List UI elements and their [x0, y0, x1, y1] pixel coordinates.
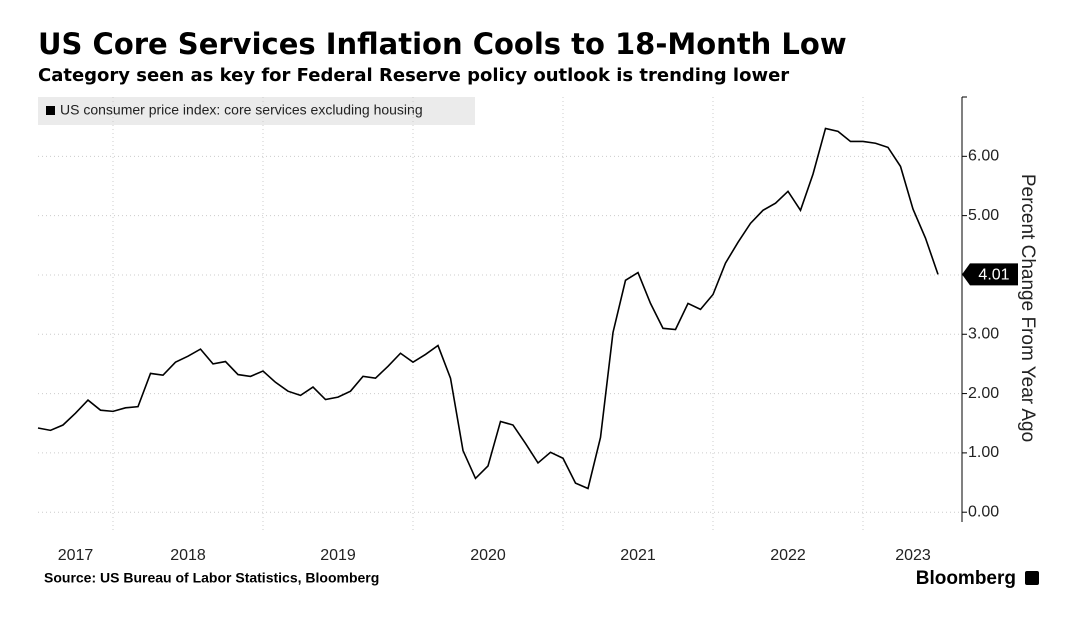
line	[37, 127, 939, 490]
y-tick-label: 3.00	[968, 325, 999, 342]
x-tick-label: 2020	[470, 547, 506, 564]
x-tick-label: 2023	[895, 547, 931, 564]
x-tick-label: 2018	[170, 547, 206, 564]
legend-swatch	[46, 106, 55, 115]
brand: Bloomberg	[916, 568, 1016, 589]
last-value-box	[962, 263, 1018, 286]
x-tick-label: 2022	[770, 547, 806, 564]
chart-title: US Core Services Inflation Cools to 18-M…	[38, 27, 847, 61]
y-tick-label: 6.00	[968, 148, 999, 165]
x-tick-label: 2019	[320, 547, 356, 564]
y-tick-label: 2.00	[968, 385, 999, 402]
y-tick-label: 1.00	[968, 444, 999, 461]
legend-box	[38, 97, 475, 125]
y-tick-label: 0.00	[968, 503, 999, 520]
legend-label: US consumer price index: core services e…	[60, 102, 423, 118]
x-tick-label: 2021	[620, 547, 656, 564]
y-axis-label: Percent Change From Year Ago	[1017, 174, 1038, 442]
x-tick-label: 2017	[58, 547, 94, 564]
chart-subtitle: Category seen as key for Federal Reserve…	[38, 65, 789, 86]
last-value-label: 4.01	[978, 267, 1009, 284]
y-tick-label: 5.00	[968, 207, 999, 224]
brand-icon	[1025, 571, 1039, 585]
year-grid	[112, 97, 864, 530]
source: Source: US Bureau of Labor Statistics, B…	[44, 570, 379, 586]
